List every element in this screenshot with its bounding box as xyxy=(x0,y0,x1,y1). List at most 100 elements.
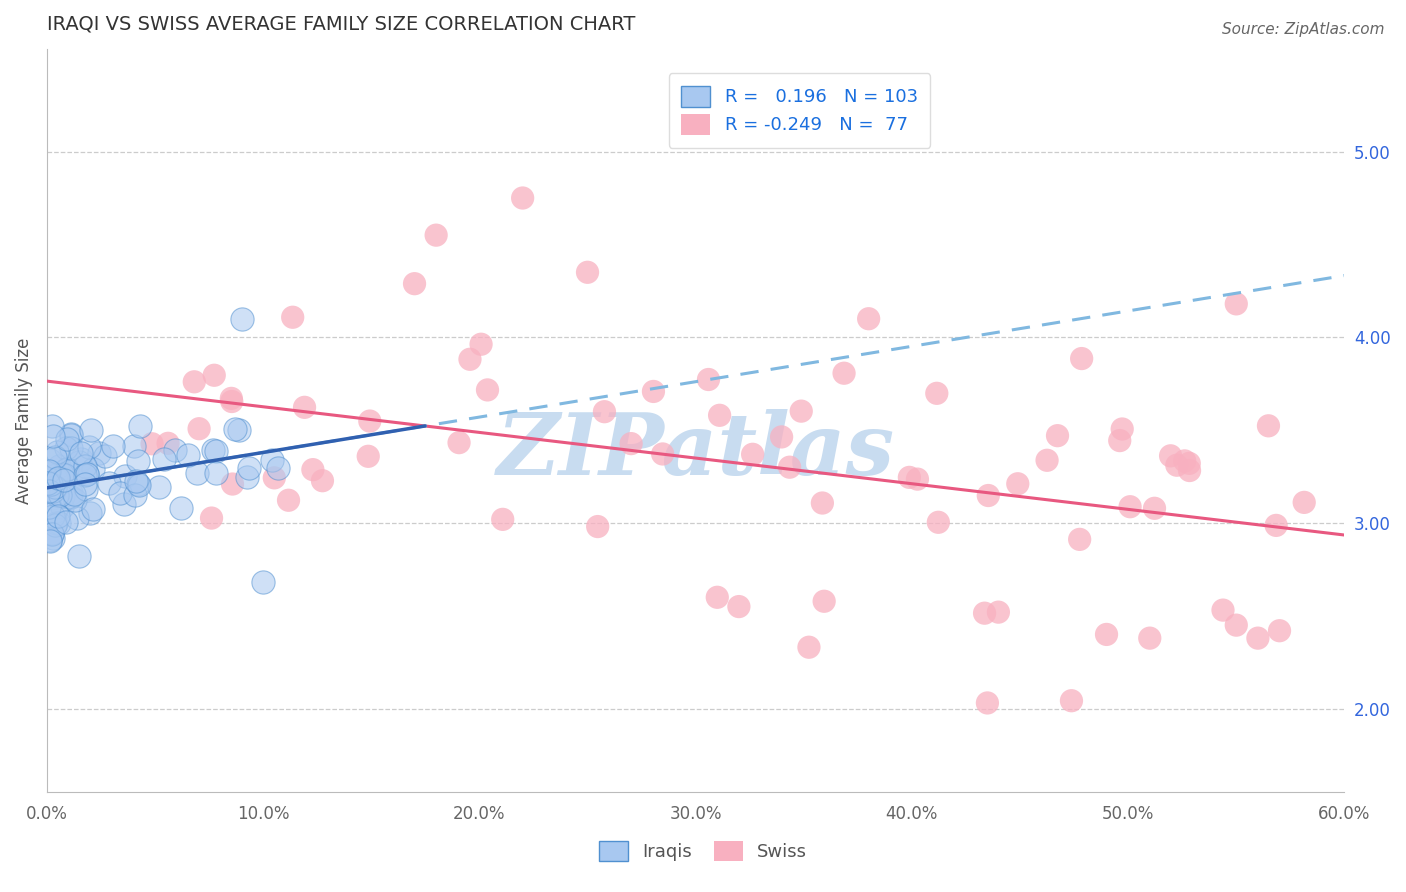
Point xyxy=(231,311,253,326)
Point xyxy=(224,422,246,436)
Point xyxy=(200,511,222,525)
Point xyxy=(38,475,60,490)
Point xyxy=(205,466,228,480)
Point xyxy=(45,467,67,482)
Point xyxy=(128,478,150,492)
Point xyxy=(45,487,67,501)
Point xyxy=(56,462,79,476)
Point xyxy=(44,480,66,494)
Point xyxy=(59,486,82,500)
Point xyxy=(127,477,149,491)
Point xyxy=(176,448,198,462)
Point xyxy=(55,463,77,477)
Point xyxy=(186,466,208,480)
Point xyxy=(1007,476,1029,491)
Point xyxy=(39,452,62,467)
Point xyxy=(94,450,117,464)
Point xyxy=(593,405,616,419)
Point xyxy=(37,489,59,503)
Text: Source: ZipAtlas.com: Source: ZipAtlas.com xyxy=(1222,22,1385,37)
Point xyxy=(38,483,60,498)
Point xyxy=(1225,297,1247,311)
Point xyxy=(470,337,492,351)
Point xyxy=(45,516,67,530)
Point xyxy=(129,419,152,434)
Point xyxy=(48,458,70,473)
Point xyxy=(169,501,191,516)
Point xyxy=(53,473,76,487)
Point xyxy=(294,401,316,415)
Y-axis label: Average Family Size: Average Family Size xyxy=(15,338,32,504)
Point xyxy=(75,482,97,496)
Point xyxy=(925,386,948,401)
Point xyxy=(59,442,82,456)
Point xyxy=(39,476,62,491)
Point xyxy=(1070,351,1092,366)
Point xyxy=(1060,694,1083,708)
Point xyxy=(357,450,380,464)
Point xyxy=(1036,453,1059,467)
Point xyxy=(205,443,228,458)
Point xyxy=(82,502,104,516)
Point xyxy=(55,515,77,529)
Point xyxy=(67,549,90,563)
Point xyxy=(449,435,471,450)
Point xyxy=(1247,631,1270,645)
Point xyxy=(1178,456,1201,470)
Point xyxy=(41,428,63,442)
Point xyxy=(1268,624,1291,638)
Point xyxy=(620,436,643,450)
Point xyxy=(39,481,62,495)
Point xyxy=(281,310,304,325)
Point xyxy=(67,455,90,469)
Point xyxy=(976,696,998,710)
Point xyxy=(46,445,69,459)
Point xyxy=(404,277,426,291)
Point xyxy=(477,383,499,397)
Point xyxy=(425,228,447,243)
Point xyxy=(277,493,299,508)
Point xyxy=(858,311,880,326)
Point xyxy=(811,496,834,510)
Point xyxy=(76,467,98,481)
Point xyxy=(125,474,148,488)
Point xyxy=(302,463,325,477)
Point xyxy=(770,430,793,444)
Point xyxy=(37,483,59,498)
Point xyxy=(60,490,83,504)
Point xyxy=(221,392,243,406)
Point xyxy=(898,470,921,484)
Point xyxy=(202,368,225,383)
Point xyxy=(48,488,70,502)
Point xyxy=(82,462,104,476)
Point xyxy=(80,423,103,437)
Point xyxy=(263,471,285,485)
Point xyxy=(127,454,149,468)
Point xyxy=(977,489,1000,503)
Point xyxy=(586,519,609,533)
Point xyxy=(108,486,131,500)
Point xyxy=(492,512,515,526)
Point xyxy=(165,443,187,458)
Point xyxy=(832,366,855,380)
Point xyxy=(987,605,1010,619)
Point xyxy=(201,443,224,458)
Point xyxy=(41,483,63,498)
Point xyxy=(709,409,731,423)
Point xyxy=(153,452,176,467)
Point xyxy=(62,487,84,501)
Point xyxy=(576,265,599,279)
Point xyxy=(77,440,100,454)
Point xyxy=(1257,418,1279,433)
Point xyxy=(813,594,835,608)
Text: ZIPatlas: ZIPatlas xyxy=(496,409,894,492)
Point xyxy=(1265,518,1288,533)
Point xyxy=(51,467,73,482)
Point xyxy=(790,404,813,418)
Point xyxy=(112,497,135,511)
Point xyxy=(697,372,720,386)
Point xyxy=(75,467,97,482)
Point xyxy=(41,508,63,523)
Point xyxy=(75,459,97,474)
Point xyxy=(45,472,67,486)
